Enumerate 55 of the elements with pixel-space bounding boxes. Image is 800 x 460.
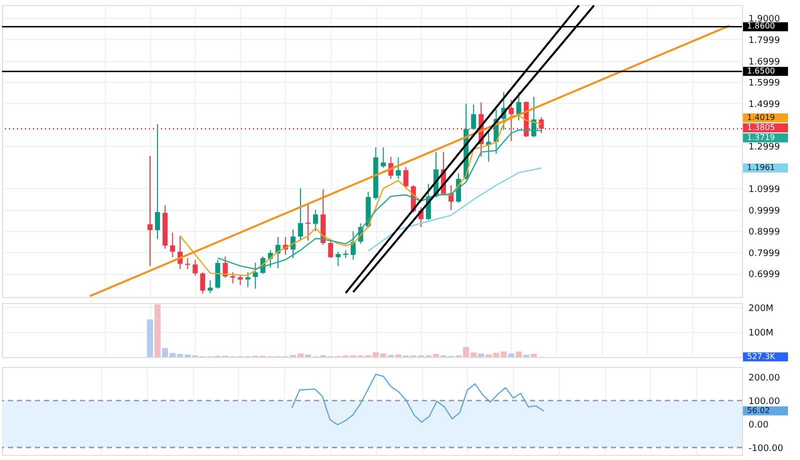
y-tick-label: 200M xyxy=(748,304,774,314)
y-tick-label: 0.7999 xyxy=(748,248,780,259)
y-tick-label: 100.00 xyxy=(748,397,780,408)
candlestick xyxy=(516,91,522,121)
text: 1.3719 xyxy=(747,132,775,142)
text: 1.4019 xyxy=(747,112,775,122)
line-series xyxy=(291,374,544,426)
candlestick xyxy=(298,188,304,242)
candlestick xyxy=(185,258,190,270)
candlestick xyxy=(350,230,356,260)
bar xyxy=(478,354,484,357)
candlestick xyxy=(403,166,408,189)
text: 56.02 xyxy=(747,406,770,415)
y-tick-label: 1.6999 xyxy=(748,57,780,68)
bar xyxy=(146,319,153,357)
ref-line-label: 1.3805 xyxy=(747,122,775,132)
bar xyxy=(530,354,537,357)
y-tick-label: 1.5999 xyxy=(748,78,780,89)
candlestick xyxy=(238,275,243,286)
candlestick xyxy=(192,259,198,276)
candlestick xyxy=(336,251,341,266)
text: 1.1961 xyxy=(747,163,775,172)
candlestick xyxy=(245,272,250,288)
ref-line-label: 1.6500 xyxy=(747,66,775,76)
bar xyxy=(516,352,522,357)
candlestick xyxy=(380,146,386,168)
y-tick-label: 0.00 xyxy=(748,420,769,431)
bar xyxy=(508,354,514,357)
y-tick-label: 0.8999 xyxy=(748,228,780,238)
candlestick xyxy=(222,256,228,278)
y-tick-label: 0.6999 xyxy=(748,270,780,280)
line-series xyxy=(217,129,542,270)
candlestick xyxy=(230,272,236,284)
candlestick xyxy=(155,124,160,240)
candlestick xyxy=(306,204,311,242)
bar xyxy=(154,304,161,357)
candlestick xyxy=(328,240,334,259)
text: 527.3K xyxy=(747,352,776,361)
candlestick xyxy=(200,272,206,294)
candlestick xyxy=(208,280,213,294)
candlestick xyxy=(252,262,258,290)
ref-line-label: 1.8600 xyxy=(747,22,775,31)
candlestick xyxy=(170,232,176,258)
candlestick xyxy=(471,104,476,130)
candlestick xyxy=(313,209,318,232)
y-tick-label: 1.4999 xyxy=(748,100,780,110)
line-series xyxy=(368,167,542,252)
candlestick xyxy=(396,156,401,180)
y-tick-label: 1.0999 xyxy=(748,184,780,195)
y-tick-label: -100.00 xyxy=(748,444,784,454)
y-tick-label: 200.00 xyxy=(748,374,780,384)
y-tick-label: 1.2999 xyxy=(748,142,780,152)
y-tick-label: 0.9999 xyxy=(748,206,780,216)
y-tick-label: 100M xyxy=(748,328,774,339)
y-tick-label: 1.7999 xyxy=(748,36,780,46)
